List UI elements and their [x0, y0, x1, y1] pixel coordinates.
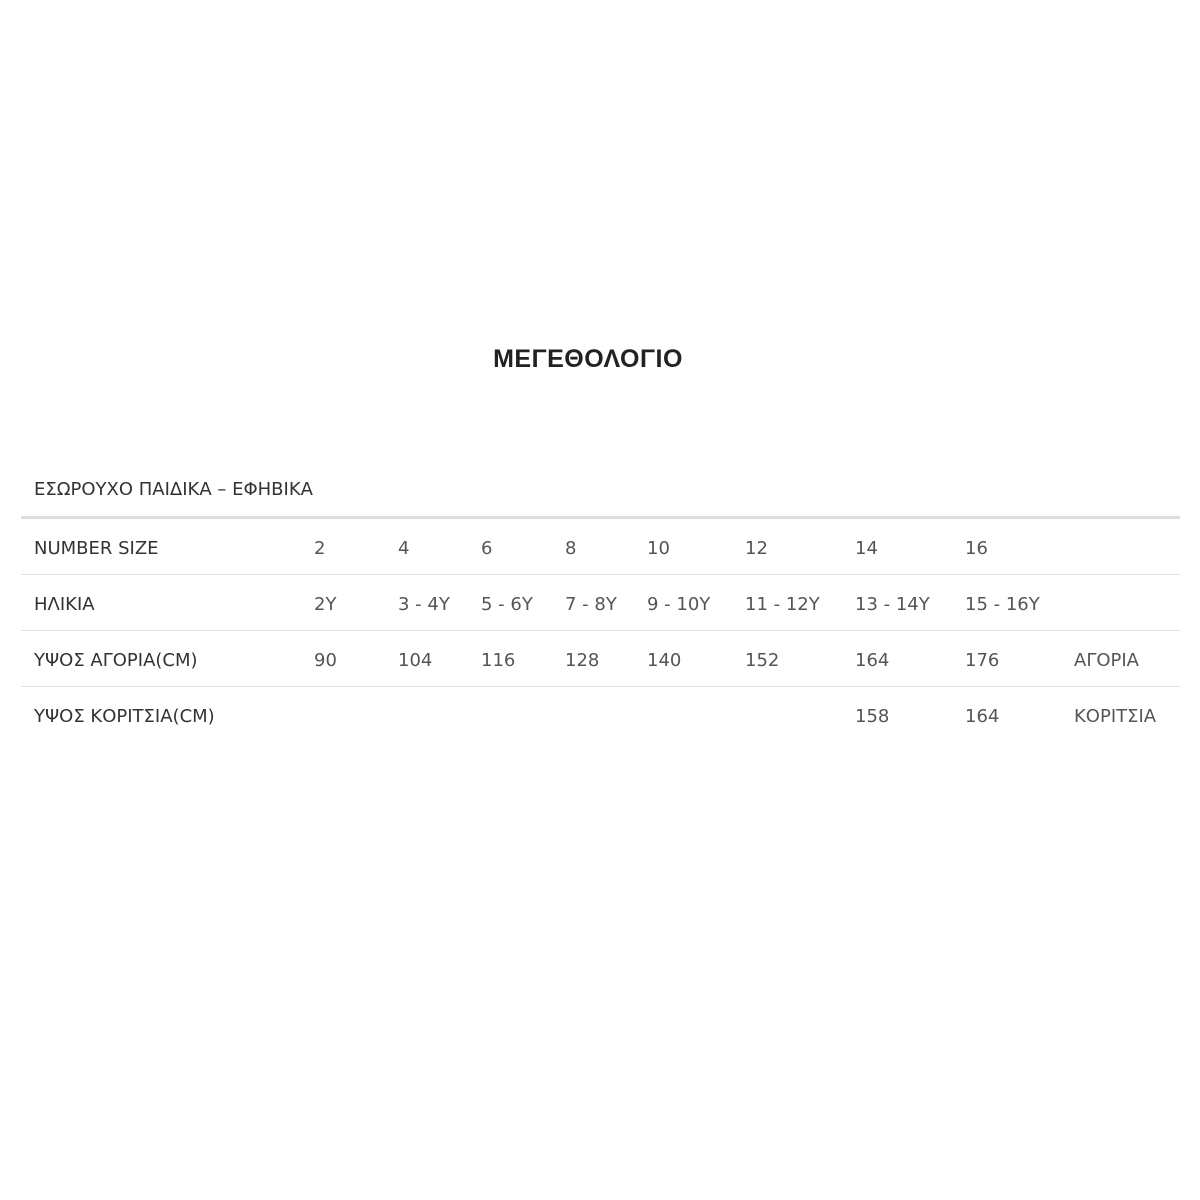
table-cell: 164 — [965, 706, 1000, 727]
row-height-girls: ΥΨΟΣ ΚΟΡΙΤΣΙΑ(CM) 158 164 ΚΟΡΙΤΣΙΑ — [21, 687, 1180, 742]
table-cell: 12 — [745, 538, 768, 559]
table-cell: 13 - 14Y — [855, 594, 930, 615]
table-cell: 11 - 12Y — [745, 594, 820, 615]
table-cell: ΑΓΟΡΙΑ — [1074, 650, 1139, 671]
table-cell: 3 - 4Y — [398, 594, 450, 615]
table-cell: 152 — [745, 650, 780, 671]
table-cell: 128 — [565, 650, 600, 671]
row-label: NUMBER SIZE — [34, 538, 159, 559]
table-subtitle: ΕΣΩΡΟΥΧΟ ΠΑΙΔΙΚΑ – ΕΦΗΒΙΚΑ — [34, 479, 313, 500]
row-label: ΥΨΟΣ ΑΓΟΡΙΑ(CM) — [34, 650, 198, 671]
table-cell: ΚΟΡΙΤΣΙΑ — [1074, 706, 1157, 727]
row-label: ΗΛΙΚΙΑ — [34, 594, 95, 615]
table-cell: 5 - 6Y — [481, 594, 533, 615]
table-cell: 176 — [965, 650, 1000, 671]
row-label: ΥΨΟΣ ΚΟΡΙΤΣΙΑ(CM) — [34, 706, 215, 727]
table-cell: 116 — [481, 650, 516, 671]
table-cell: 14 — [855, 538, 878, 559]
table-cell: 10 — [647, 538, 670, 559]
page-title: ΜΕΓΕΘΟΛΟΓΙΟ — [493, 345, 683, 373]
table-cell: 8 — [565, 538, 577, 559]
table-cell: 9 - 10Y — [647, 594, 711, 615]
table-cell: 104 — [398, 650, 433, 671]
table-cell: 16 — [965, 538, 988, 559]
row-number-size: NUMBER SIZE 2 4 6 8 10 12 14 16 — [21, 519, 1180, 575]
table-cell: 15 - 16Y — [965, 594, 1040, 615]
table-cell: 4 — [398, 538, 410, 559]
table-cell: 2Y — [314, 594, 337, 615]
table-cell: 158 — [855, 706, 890, 727]
table-cell: 164 — [855, 650, 890, 671]
row-age: ΗΛΙΚΙΑ 2Y 3 - 4Y 5 - 6Y 7 - 8Y 9 - 10Y 11 - 12… — [21, 575, 1180, 631]
row-height-boys: ΥΨΟΣ ΑΓΟΡΙΑ(CM) 90 104 116 128 140 152 164 176 ΑΓ… — [21, 631, 1180, 687]
table-cell: 7 - 8Y — [565, 594, 617, 615]
table-cell: 90 — [314, 650, 337, 671]
table-cell: 140 — [647, 650, 682, 671]
table-cell: 2 — [314, 538, 326, 559]
size-table: NUMBER SIZE 2 4 6 8 10 12 14 16 ΗΛΙΚΙΑ 2Y 3 - 4Y 5 -… — [21, 516, 1180, 742]
table-cell: 6 — [481, 538, 493, 559]
